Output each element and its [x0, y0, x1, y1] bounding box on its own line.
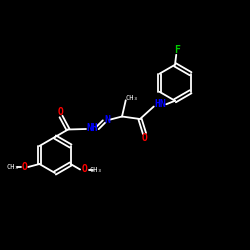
Text: CH₃: CH₃ [126, 95, 138, 101]
Text: F: F [174, 45, 180, 55]
Text: O: O [82, 164, 87, 174]
Text: HN: HN [154, 99, 166, 109]
Text: O: O [58, 107, 64, 117]
Text: CH₃: CH₃ [90, 166, 102, 172]
Text: O: O [22, 162, 27, 172]
Text: CH₃: CH₃ [7, 164, 20, 170]
Text: N: N [104, 115, 110, 125]
Text: O: O [142, 133, 148, 143]
Text: NH: NH [86, 123, 98, 133]
